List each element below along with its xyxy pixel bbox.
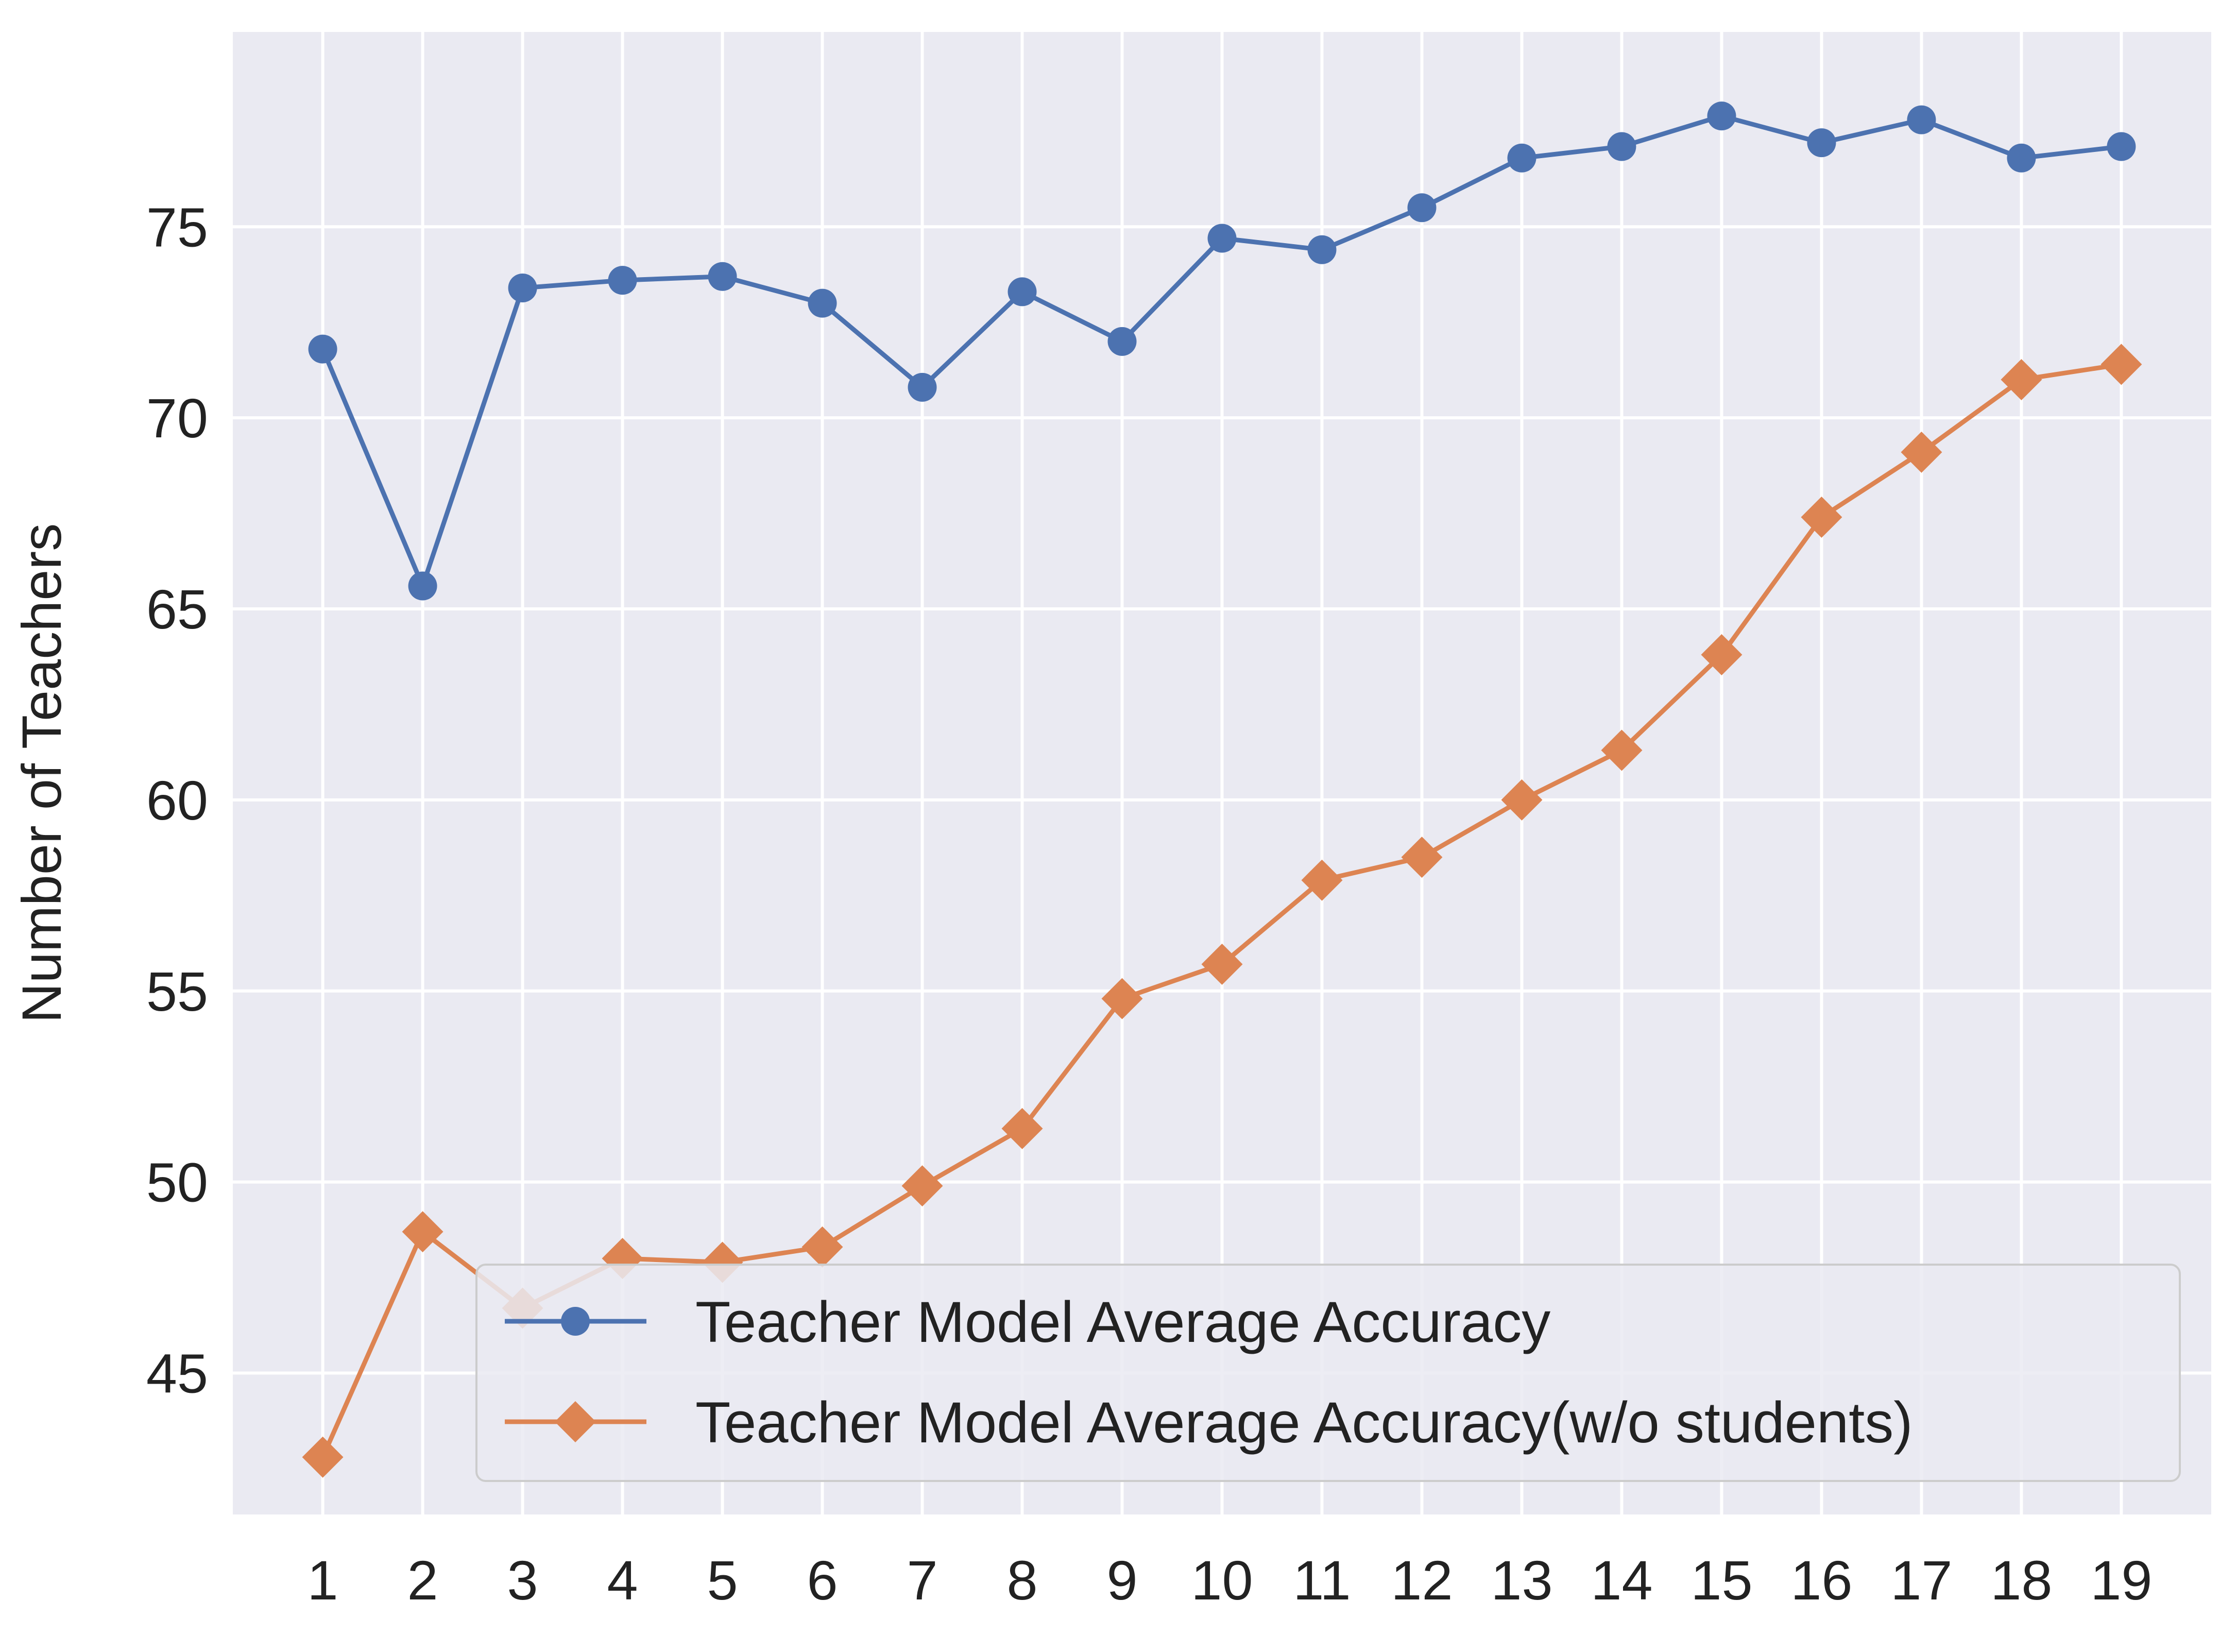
data-point: [1407, 193, 1437, 223]
x-tick-label: 10: [1191, 1549, 1253, 1611]
y-tick-label: 65: [146, 578, 208, 640]
data-point: [708, 262, 737, 291]
data-point: [408, 571, 437, 601]
data-point: [402, 1211, 443, 1253]
legend-label: Teacher Model Average Accuracy: [695, 1290, 1550, 1354]
data-point: [1501, 779, 1543, 821]
y-tick-label: 60: [146, 769, 208, 831]
data-point: [1001, 1108, 1043, 1149]
data-point: [1507, 143, 1536, 173]
y-tick-label: 70: [146, 387, 208, 449]
data-point: [1101, 978, 1143, 1019]
data-point: [1601, 729, 1643, 771]
legend-marker: [561, 1307, 590, 1336]
data-point: [1707, 101, 1736, 131]
legend-box: [475, 1264, 2181, 1482]
data-point: [1607, 132, 1636, 161]
legend-item: Teacher Model Average Accuracy(w/o stude…: [505, 1390, 1913, 1455]
data-point: [1807, 128, 1836, 158]
x-tick-label: 14: [1591, 1549, 1652, 1611]
x-tick-label: 16: [1790, 1549, 1852, 1611]
data-point: [1907, 105, 1936, 134]
x-tick-label: 2: [407, 1549, 438, 1611]
data-point: [2107, 132, 2136, 161]
x-tick-label: 13: [1491, 1549, 1552, 1611]
x-tick-label: 15: [1690, 1549, 1752, 1611]
x-tick-label: 6: [807, 1549, 838, 1611]
data-point: [2101, 344, 2142, 385]
data-point: [2007, 143, 2036, 173]
data-point: [1701, 634, 1743, 676]
x-tick-label: 4: [607, 1549, 638, 1611]
data-point: [608, 266, 637, 295]
legend: Teacher Model Average Accuracy Teacher Mo…: [475, 1264, 2181, 1482]
data-point: [1301, 859, 1343, 901]
series: [302, 101, 2142, 1478]
data-point: [1201, 943, 1243, 985]
legend-marker: [555, 1401, 596, 1442]
data-point: [901, 1165, 943, 1207]
legend-label: Teacher Model Average Accuracy(w/o stude…: [695, 1390, 1913, 1455]
y-axis-label: Number of Teachers: [10, 523, 73, 1023]
data-point: [808, 288, 837, 318]
data-point: [1901, 431, 1942, 473]
data-point: [508, 273, 537, 302]
data-point: [1107, 327, 1137, 356]
data-point: [801, 1226, 843, 1268]
x-tick-label: 17: [1890, 1549, 1952, 1611]
data-point: [1401, 837, 1443, 878]
x-tick-label: 18: [1990, 1549, 2052, 1611]
y-tick-label: 50: [146, 1151, 208, 1214]
series-1: [308, 101, 2136, 601]
y-tick-label: 45: [146, 1342, 208, 1405]
data-point: [908, 372, 937, 402]
data-point: [2001, 359, 2042, 400]
data-point: [1801, 497, 1842, 538]
x-tick-label: 7: [907, 1549, 937, 1611]
x-tick-label: 9: [1106, 1549, 1137, 1611]
x-tick-label: 19: [2090, 1549, 2152, 1611]
data-point: [302, 1436, 344, 1478]
data-point: [1307, 235, 1337, 264]
x-tick-label: 8: [1006, 1549, 1037, 1611]
x-tick-label: 1: [308, 1549, 338, 1611]
data-point: [308, 334, 337, 364]
x-tick-label: 11: [1293, 1549, 1351, 1611]
data-point: [1007, 277, 1037, 306]
x-tick-label: 12: [1391, 1549, 1453, 1611]
legend-item: Teacher Model Average Accuracy: [505, 1290, 1550, 1354]
x-tick-label: 3: [507, 1549, 538, 1611]
y-tick-label: 75: [146, 196, 208, 258]
data-point: [1207, 224, 1237, 253]
x-tick-label: 5: [707, 1549, 738, 1611]
y-tick-label: 55: [146, 960, 208, 1023]
series-2: [302, 344, 2142, 1478]
